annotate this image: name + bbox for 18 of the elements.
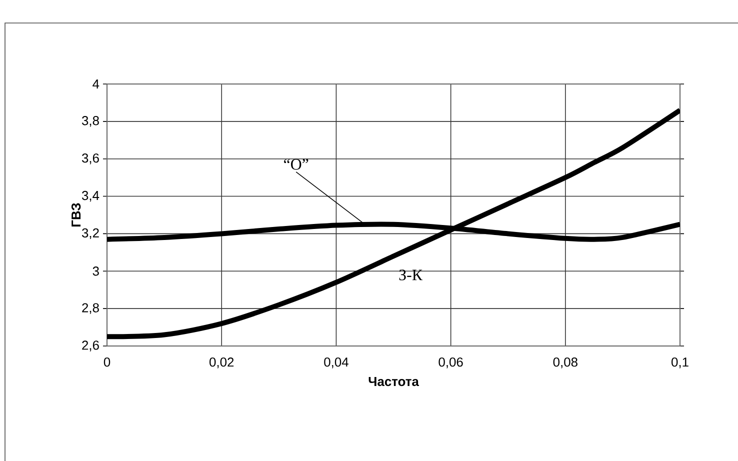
- text: “O”: [284, 158, 308, 170]
- y-tick-label: 4: [92, 80, 100, 88]
- x-tick-label: 0,02: [210, 358, 234, 368]
- x-axis-title: Частота: [368, 377, 420, 386]
- x-tick-label: 0,04: [324, 358, 348, 368]
- series-label: З-К: [399, 270, 423, 280]
- y-tick-label: 2,8: [82, 303, 99, 314]
- y-axis-title: ГВЗ: [71, 203, 81, 226]
- y-tick-label: 3,8: [82, 116, 99, 127]
- y-tick-label: 2,6: [82, 340, 99, 352]
- y-tick-label: 3,4: [82, 190, 100, 202]
- x-tick-label: 0,06: [438, 358, 463, 368]
- x-tick-label: 0,1: [672, 358, 688, 368]
- x-tick-label: 0,08: [553, 358, 578, 368]
- y-tick-label: 3,2: [82, 228, 99, 240]
- y-tick-label: 3,6: [82, 153, 99, 164]
- y-tick-label: 3: [92, 266, 99, 276]
- x-tick-label: 0: [104, 358, 110, 367]
